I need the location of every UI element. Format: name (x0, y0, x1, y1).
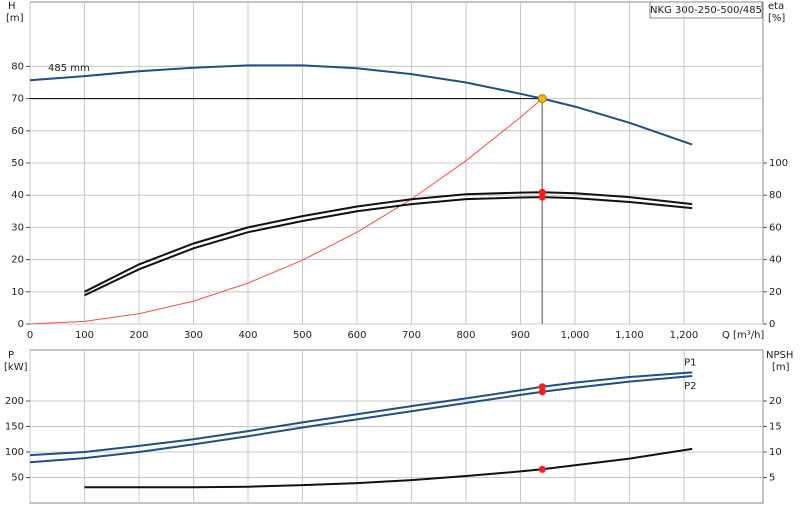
y-tick-label: 70 (11, 94, 24, 105)
y2-tick-label: 20 (769, 287, 782, 298)
y2-unit: [%] (768, 13, 785, 24)
series-label: P2 (684, 381, 696, 392)
y-tick-label: 50 (11, 473, 24, 484)
series-line (29, 64, 693, 146)
duty-point (537, 94, 547, 104)
x-tick-label: 900 (511, 330, 530, 341)
y2-tick-label: 10 (769, 447, 782, 458)
x-tick-label: 400 (238, 330, 257, 341)
y-tick-label: 60 (11, 126, 24, 137)
series-line (29, 98, 543, 325)
y-unit: [m] (6, 13, 24, 24)
y2-tick-label: 0 (769, 319, 775, 330)
y-tick-label: 100 (5, 447, 24, 458)
y-tick-label: 40 (11, 190, 24, 201)
y-tick-label: 0 (18, 319, 24, 330)
duty-marker (538, 388, 546, 396)
y2-label: NPSH (766, 350, 793, 361)
y-tick-label: 80 (11, 61, 24, 72)
series-line (84, 196, 693, 297)
series-label: P1 (684, 357, 696, 368)
x-tick-label: 800 (456, 330, 475, 341)
series-label: 485 mm (48, 63, 90, 74)
y2-tick-label: 40 (769, 255, 782, 266)
x-tick-label: 1,100 (615, 330, 644, 341)
x-label: Q [m³/h] (722, 330, 764, 341)
x-tick-label: 600 (347, 330, 366, 341)
legend-box (649, 1, 763, 19)
x-tick-label: 200 (129, 330, 148, 341)
series-line (84, 191, 693, 293)
duty-marker (538, 465, 546, 473)
y-tick-label: 50 (11, 158, 24, 169)
y2-unit: [m] (772, 362, 790, 373)
series-line (29, 375, 693, 464)
y2-tick-label: 5 (769, 473, 775, 484)
y2-tick-label: 20 (769, 396, 782, 407)
y-label: H (8, 1, 16, 12)
x-tick-label: 1,200 (670, 330, 699, 341)
y2-tick-label: 60 (769, 222, 782, 233)
x-tick-label: 0 (27, 330, 33, 341)
x-tick-label: 300 (184, 330, 203, 341)
x-tick-label: 700 (402, 330, 421, 341)
y-tick-label: 200 (5, 396, 24, 407)
y2-tick-label: 100 (769, 158, 788, 169)
y-tick-label: 150 (5, 422, 24, 433)
duty-marker (538, 383, 546, 391)
y2-tick-label: 80 (769, 190, 782, 201)
series-line (29, 371, 693, 457)
y-tick-label: 20 (11, 255, 24, 266)
duty-marker (538, 193, 546, 201)
y-tick-label: 10 (11, 287, 24, 298)
y2-tick-label: 15 (769, 422, 782, 433)
y-label: P (8, 350, 14, 361)
duty-marker (538, 188, 546, 196)
y2-label: eta (768, 1, 784, 12)
x-tick-label: 100 (75, 330, 94, 341)
y-unit: [kW] (4, 362, 28, 373)
x-tick-label: 1,000 (561, 330, 590, 341)
x-tick-label: 500 (293, 330, 312, 341)
series-line (84, 447, 693, 489)
y-tick-label: 30 (11, 222, 24, 233)
chart-title: NKG 300-250-500/485 (650, 5, 762, 16)
